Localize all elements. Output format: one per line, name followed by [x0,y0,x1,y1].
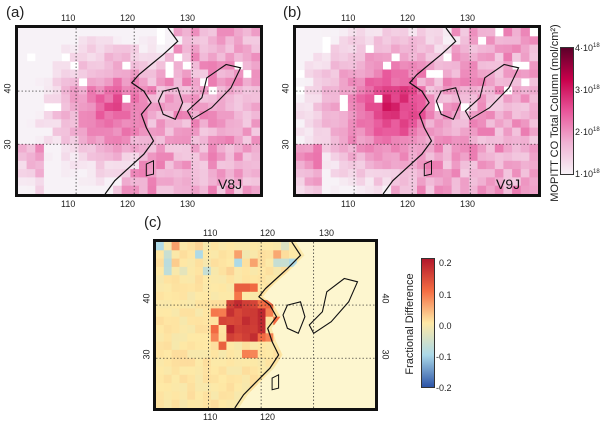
map-panel-a [15,25,263,197]
lat-tick-40-c-right: 40 [380,293,391,304]
panel-a-label: (a) [6,4,25,21]
lon-tick-120-a-bottom: 120 [120,199,136,209]
lon-tick-110-b-bottom: 110 [341,199,356,209]
version-label-b: V9J [496,176,521,192]
data-cells [296,28,538,194]
co-colorbar [560,47,574,175]
diff-tick-neg0.2: -0.2 [436,383,452,393]
lat-tick-30-a: 30 [2,139,13,150]
panel-c-label: (c) [144,214,162,231]
coastline-japan [186,63,242,121]
co-tick-4: 4·1018 [575,43,600,53]
diff-tick-0.0: 0.0 [439,321,452,331]
lon-tick-120-b-bottom: 120 [400,199,416,209]
lat-tick-40-a: 40 [2,83,13,94]
map-panel-c [153,239,378,411]
lat-tick-40-b: 40 [280,83,291,94]
lon-tick-120-c: 120 [260,228,276,238]
co-tick-1: 1·1018 [575,169,600,179]
co-column-map-v8j [18,28,260,194]
data-cells [18,28,260,194]
lon-tick-130-b: 130 [460,13,476,23]
graticule [156,242,375,408]
lat-tick-30-c: 30 [141,349,152,360]
lon-tick-110-b: 110 [341,13,356,23]
coastline-korea [282,301,306,335]
difference-colorbar-title: Fractional Difference [404,273,416,375]
version-label-a: V8J [218,176,243,192]
diff-tick-0.2: 0.2 [439,258,452,268]
difference-colorbar [421,258,435,388]
panel-b-label: (b) [283,4,302,21]
co-column-map-v9j [296,28,538,194]
coastline-taiwan [145,160,154,177]
co-tick-2: 2·1018 [575,127,600,137]
coastline-korea [435,87,462,121]
lon-tick-110-a-bottom: 110 [61,199,76,209]
lon-tick-110-a: 110 [61,13,76,23]
coastline-china [382,28,457,194]
coastline-taiwan [423,160,432,177]
coastline-china [234,242,302,408]
lon-tick-130-a-bottom: 130 [180,199,196,209]
coastline-korea [157,87,184,121]
lat-tick-30-c-right: 30 [380,349,391,360]
lat-tick-30-b: 30 [280,139,291,150]
lon-tick-120-c-bottom: 120 [260,412,276,422]
coastline-taiwan [271,373,280,391]
lon-tick-130-c: 130 [319,228,335,238]
coastline-japan [464,63,520,121]
map-panel-b [293,25,541,197]
coastline-china [104,28,179,194]
coastline-japan [308,277,359,335]
co-tick-3: 3·1018 [575,85,600,95]
lon-tick-120-a: 120 [120,13,136,23]
lon-tick-130-b-bottom: 130 [460,199,476,209]
ocean-area [238,242,375,408]
diff-tick-neg0.1: -0.1 [436,352,452,362]
fractional-difference-map [156,242,375,408]
lon-tick-120-b: 120 [400,13,416,23]
lon-tick-110-c-bottom: 110 [203,412,218,422]
lon-tick-110-c: 110 [203,228,218,238]
lat-tick-40-c: 40 [141,293,152,304]
lon-tick-130-a: 130 [180,13,196,23]
co-colorbar-title: MOPITT CO Total Column (mol/cm²) [549,24,561,202]
diff-tick-0.1: 0.1 [439,290,452,300]
